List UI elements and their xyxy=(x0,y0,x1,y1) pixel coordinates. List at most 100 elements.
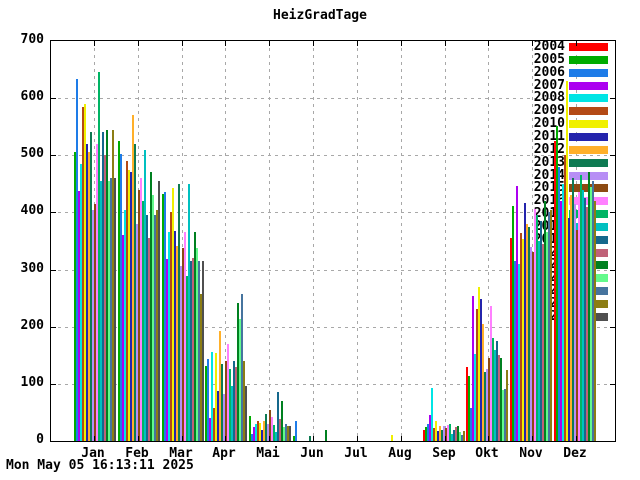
bars-layer xyxy=(51,41,615,441)
gridline-v xyxy=(488,41,489,441)
y-tick-label: 200 xyxy=(20,318,44,333)
y-tick-label: 700 xyxy=(20,32,44,47)
bar-2023-Apr xyxy=(241,294,243,441)
bar-2016-Mar xyxy=(184,232,186,441)
bar-2013-Apr xyxy=(221,364,223,441)
legend-swatch xyxy=(569,56,608,64)
bar-2014-Apr xyxy=(223,394,225,441)
bar-2010-Dez xyxy=(566,81,568,441)
bar-2012-Okt xyxy=(482,324,484,441)
legend-label: 2008 xyxy=(533,90,565,105)
bar-2013-Dez xyxy=(572,178,574,441)
bar-2018-Mai xyxy=(275,432,277,441)
gridline-h xyxy=(51,270,615,271)
plot-area: 2004 2005 2006 2007 2008 2009 2010 2011 2012 2013… xyxy=(50,39,616,442)
bar-2011-Mai xyxy=(261,430,263,441)
bar-2011-Okt xyxy=(480,299,482,441)
gridline-h xyxy=(51,155,615,156)
legend-swatch xyxy=(569,107,608,115)
gridline-h xyxy=(51,98,615,99)
bar-2018-Nov xyxy=(538,241,540,441)
bar-2022-Mar xyxy=(196,248,198,441)
bar-2018-Sep xyxy=(451,434,453,441)
bar-2014-Nov xyxy=(530,247,532,441)
timestamp: Mon May 05 16:13:11 2025 xyxy=(6,458,194,473)
x-tick-label-Aug: Aug xyxy=(388,446,412,461)
bar-2020-Jan xyxy=(104,155,106,441)
bar-2015-Dez xyxy=(576,230,578,441)
bar-2021-Okt xyxy=(500,358,502,441)
bar-2006-Jun xyxy=(295,421,297,441)
bar-2007-Nov xyxy=(516,186,518,441)
bar-2010-Feb xyxy=(128,170,130,441)
x-tick-label-Feb: Feb xyxy=(125,446,149,461)
bar-2016-Feb xyxy=(140,178,142,441)
gridline-h xyxy=(51,212,615,213)
gridline-v xyxy=(313,41,314,441)
legend-label: 2005 xyxy=(533,52,565,67)
bar-2007-Dez xyxy=(560,201,562,441)
bar-2005-Jun xyxy=(293,436,295,441)
bar-2011-Apr xyxy=(217,391,219,441)
bar-2021-Mar xyxy=(194,232,196,441)
bar-2013-Nov xyxy=(528,227,530,441)
legend-swatch xyxy=(569,146,608,154)
bar-2012-Mar xyxy=(176,246,178,441)
bar-2013-Feb xyxy=(134,144,136,441)
bar-2022-Apr xyxy=(239,319,241,441)
gridline-v xyxy=(401,41,402,441)
legend-swatch xyxy=(569,120,608,128)
bar-2018-Jan xyxy=(100,181,102,441)
bar-2012-Apr xyxy=(219,331,221,441)
bar-2015-Mar xyxy=(182,248,184,441)
bar-2013-Mai xyxy=(265,414,267,441)
bar-2022-Mai xyxy=(283,427,285,441)
bar-2006-Nov xyxy=(514,261,516,441)
bar-2023-Okt xyxy=(504,389,506,441)
bar-2005-Dez xyxy=(556,126,558,441)
bar-2010-Sep xyxy=(435,421,437,441)
y-tick-label: 600 xyxy=(20,89,44,104)
bar-2011-Sep xyxy=(437,431,439,441)
bar-2011-Dez xyxy=(568,218,570,441)
bar-2019-Jan xyxy=(102,132,104,441)
bar-2005-Apr xyxy=(205,366,207,441)
bar-2007-Feb xyxy=(122,235,124,441)
bar-2012-Nov xyxy=(526,224,528,441)
gridline-h xyxy=(51,384,615,385)
bar-2021-Nov xyxy=(544,201,546,441)
bar-2013-Jun xyxy=(309,436,311,441)
bar-2017-Mai xyxy=(273,425,275,441)
bar-2008-Mar xyxy=(168,232,170,441)
bar-2022-Jan xyxy=(108,181,110,441)
bar-2008-Okt xyxy=(474,354,476,441)
bar-2019-Feb xyxy=(146,215,148,441)
bar-2012-Sep xyxy=(439,426,441,441)
x-tick-label-Sep: Sep xyxy=(432,446,456,461)
bar-2014-Mai xyxy=(267,424,269,441)
legend-swatch xyxy=(569,159,608,167)
bar-2015-Nov xyxy=(532,252,534,441)
bar-2024-Sep xyxy=(463,431,465,441)
gridline-v xyxy=(532,41,533,441)
bar-2005-Mai xyxy=(249,416,251,441)
legend-swatch xyxy=(569,82,608,90)
bar-2015-Apr xyxy=(225,361,227,441)
bar-2010-Okt xyxy=(478,287,480,441)
bar-2025-Jan xyxy=(114,178,116,441)
gridline-v xyxy=(445,41,446,441)
legend-swatch xyxy=(569,43,608,51)
bar-2021-Jun xyxy=(325,430,327,441)
bar-2010-Mai xyxy=(259,423,261,441)
bar-2009-Feb xyxy=(126,161,128,441)
bar-2014-Sep xyxy=(443,426,445,441)
bar-2021-Sep xyxy=(457,426,459,441)
bar-2024-Okt xyxy=(506,370,508,441)
bar-2012-Dez xyxy=(570,195,572,441)
y-tick-label: 300 xyxy=(20,261,44,276)
bar-2024-Mar xyxy=(200,294,202,441)
bar-2011-Mar xyxy=(174,231,176,441)
bar-2024-Dez xyxy=(594,201,596,441)
bar-2006-Feb xyxy=(120,154,122,441)
